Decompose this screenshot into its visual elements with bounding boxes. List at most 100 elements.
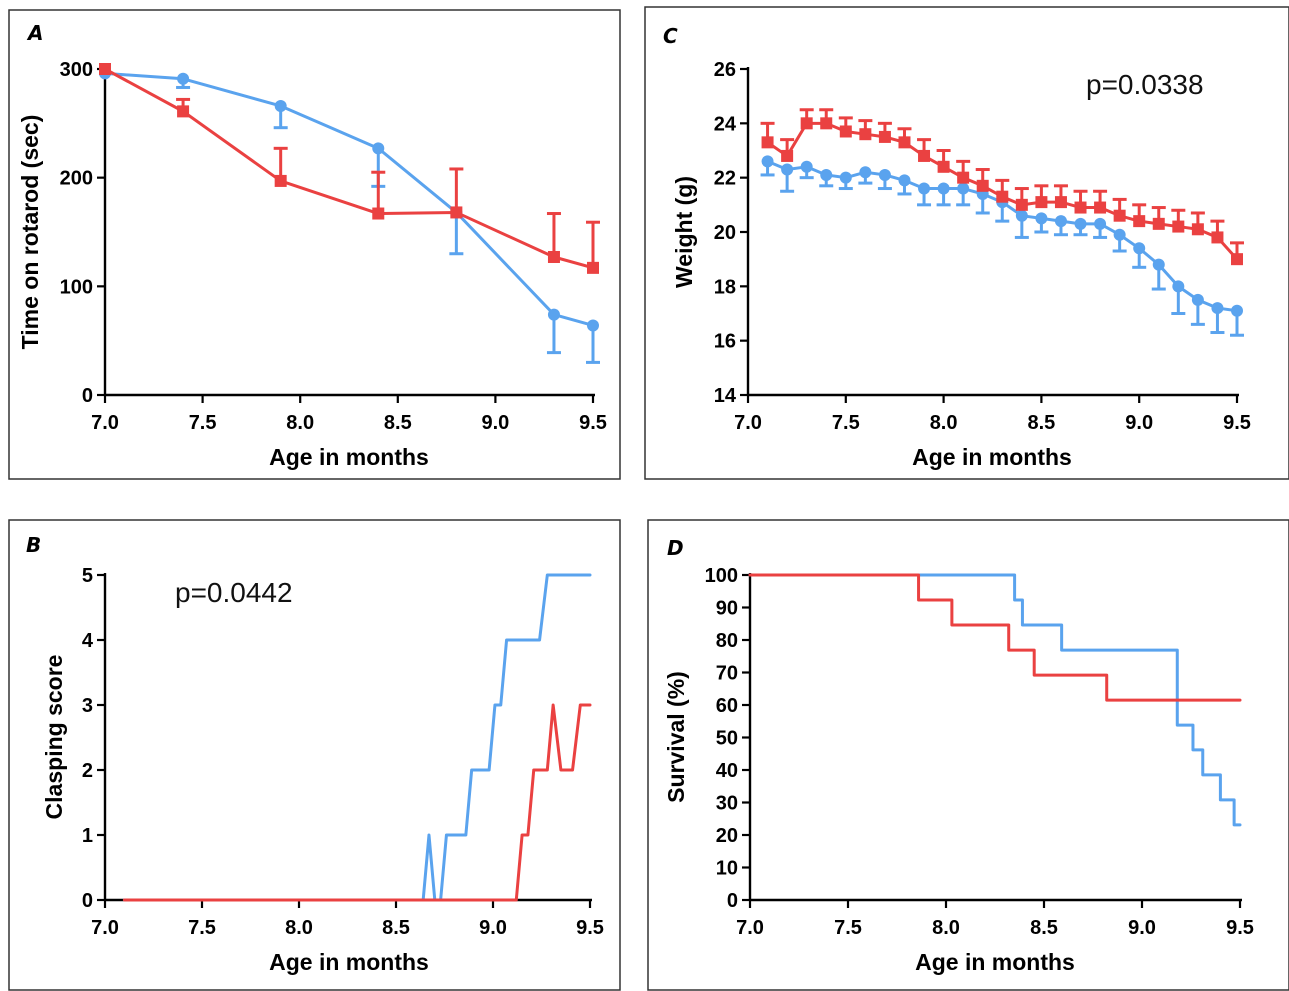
panel-a-x-tick-label: 7.5 [189,412,217,434]
panel-c-blue-point [1035,212,1048,225]
panel-b-clasping: B p=0.0442 Age in months Clasping score … [8,519,621,991]
panel-a-blue-point [274,99,287,112]
panel-a-rotarod: A Age in months Time on rotarod (sec) 7.… [8,9,621,480]
panel-c-red-point [976,179,989,192]
panel-c-blue-point [1152,258,1165,271]
panel-c-y-axis-title: Weight (g) [671,176,697,288]
panel-c-x-tick-label: 7.5 [832,412,860,434]
panel-a-y-tick-label: 200 [60,168,93,190]
panel-a-x-tick-label: 9.0 [481,412,509,434]
panel-b-frame [8,519,621,991]
panel-b-y-tick-label: 3 [82,695,93,717]
panel-c-blue-point [957,182,970,195]
panel-b-x-tick-label: 7.5 [188,917,216,939]
panel-d-blue-series-line [748,573,1242,827]
panel-a-red-point [450,206,463,219]
panel-b-letter: B [26,533,41,557]
panel-d-y-tick-label: 50 [716,728,738,750]
panel-c-red-point [1054,196,1067,209]
panel-a-red-point [372,207,385,220]
panel-d-x-axis-title: Age in months [915,949,1075,975]
panel-b-y-tick-label: 0 [82,890,93,912]
panel-c-red-point [878,130,891,143]
panel-d-x-tick-label: 7.5 [834,917,862,939]
panel-c-blue-point [839,171,852,184]
panel-d-x-tick-label: 9.0 [1128,917,1156,939]
panel-d-survival: D Age in months Survival (%) 7.0 7.5 8.0 8.… [647,519,1289,991]
panel-a-red-point [99,63,111,75]
panel-a-blue-point [177,72,190,85]
panel-c-red-point [839,125,852,138]
panel-b-y-axis-title: Clasping score [41,655,67,820]
panel-c-blue-point [1094,217,1107,230]
panel-a-red-point [274,174,287,187]
panel-c-blue-point [859,166,872,179]
panel-b-y-tick-label: 1 [82,825,93,847]
panel-a-blue-point [372,142,385,155]
panel-c-x-tick-label: 9.5 [1223,412,1251,434]
panel-d-x-tick-label: 9.5 [1226,917,1254,939]
panel-a-frame [8,9,621,480]
panel-d-y-tick-label: 60 [716,695,738,717]
panel-d-y-tick-label: 90 [716,598,738,620]
panel-b-x-tick-label: 9.0 [479,917,507,939]
panel-c-x-tick-label: 8.0 [930,412,958,434]
panel-a-x-tick-label: 8.5 [384,412,412,434]
panel-d-frame [647,519,1289,991]
panel-c-blue-point [937,182,950,195]
panel-a-blue-point [587,319,599,332]
panel-b-x-tick-label: 8.5 [382,917,410,939]
panel-c-y-tick-label: 14 [714,385,737,407]
panel-b-x-axis-title: Age in months [269,949,429,975]
panel-c-red-point [820,117,833,130]
panel-b-red-series-line [122,703,592,902]
panel-c-weight: C p=0.0338 Age in months Weight (g) 7.0 7… [644,6,1289,480]
panel-c-blue-point [781,163,794,176]
panel-d-y-tick-label: 100 [705,565,738,587]
panel-d-y-tick-label: 0 [727,890,738,912]
panel-b-annotation: p=0.0442 [175,577,293,608]
panel-d-y-tick-label: 20 [716,825,738,847]
panel-d-y-tick-label: 80 [716,630,738,652]
panel-c-blue-point [918,182,931,195]
panel-c-frame [644,6,1289,480]
panel-c-red-point [1133,215,1146,228]
panel-c-blue-point [1074,217,1087,230]
panel-c-red-point [781,149,794,162]
panel-b-y-tick-label: 4 [82,630,94,652]
panel-d-x-tick-label: 8.0 [932,917,960,939]
panel-c-blue-point [820,168,833,181]
panel-c-blue-point [1015,209,1028,222]
panel-c-blue-point [761,155,774,168]
panel-c-red-point [761,136,774,149]
panel-a-red-point [177,105,190,118]
panel-a-y-tick-label: 0 [82,385,93,407]
panel-a-y-axis-title: Time on rotarod (sec) [17,115,43,350]
panel-c-blue-point [1172,280,1185,293]
panel-c-y-tick-label: 26 [714,59,736,81]
panel-c-red-point [937,160,950,173]
panel-d-y-tick-label: 30 [716,793,738,815]
panel-c-red-point [800,117,813,130]
panel-c-blue-point [898,174,911,187]
panel-d-y-axis-title: Survival (%) [663,671,689,803]
panel-c-blue-point [1113,228,1126,241]
panel-c-red-point [957,171,970,184]
panel-d-red-series-line [748,573,1242,702]
panel-c-blue-point [800,160,813,173]
panel-b-y-tick-label: 5 [82,565,93,587]
panel-c-red-point [1113,209,1126,222]
panel-a-blue-point [547,308,560,321]
panel-c-red-point [1211,231,1224,244]
panel-c-blue-point [1231,304,1243,317]
panel-c-blue-point [1133,242,1146,255]
panel-c-letter: C [663,24,678,48]
panel-c-red-point [1035,196,1048,209]
panel-c-blue-point [1191,293,1204,306]
panel-c-red-point [1094,201,1107,214]
panel-a-x-tick-label: 9.5 [579,412,607,434]
panel-b-x-tick-label: 9.5 [576,917,604,939]
panel-c-red-point [1231,253,1243,266]
panel-b-x-tick-label: 7.0 [91,917,119,939]
panel-c-blue-point [1211,302,1224,315]
